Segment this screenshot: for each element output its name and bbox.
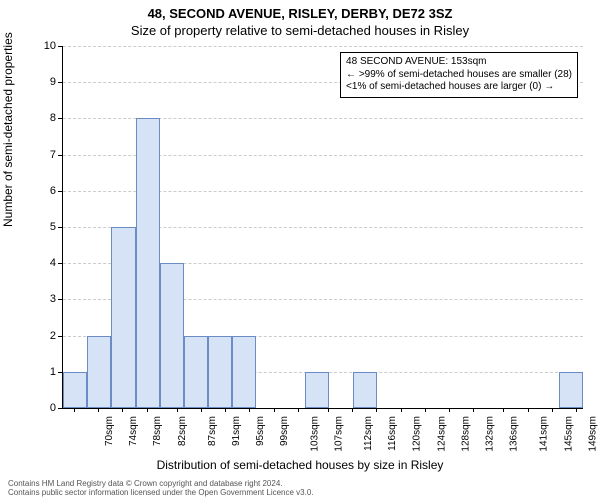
y-tick-label: 0: [36, 402, 56, 414]
y-tick-mark: [58, 299, 62, 300]
x-tick-mark: [74, 408, 75, 412]
gridline: [63, 46, 583, 47]
x-tick-label: 128sqm: [460, 416, 471, 452]
histogram-bar: [559, 372, 583, 408]
y-tick-label: 10: [36, 40, 56, 52]
y-tick-mark: [58, 408, 62, 409]
x-tick-mark: [552, 408, 553, 412]
x-tick-label: 78sqm: [152, 416, 163, 446]
x-tick-mark: [425, 408, 426, 412]
y-tick-label: 9: [36, 76, 56, 88]
x-tick-label: 141sqm: [539, 416, 550, 452]
y-tick-label: 8: [36, 112, 56, 124]
histogram-bar: [136, 118, 160, 408]
x-tick-label: 70sqm: [104, 416, 115, 446]
x-tick-label: 132sqm: [485, 416, 496, 452]
x-tick-mark: [177, 408, 178, 412]
x-tick-mark: [147, 408, 148, 412]
y-tick-mark: [58, 227, 62, 228]
x-tick-label: 145sqm: [563, 416, 574, 452]
y-tick-mark: [58, 155, 62, 156]
x-tick-mark: [249, 408, 250, 412]
x-tick-label: 103sqm: [309, 416, 320, 452]
histogram-bar: [305, 372, 329, 408]
x-tick-mark: [298, 408, 299, 412]
y-tick-label: 7: [36, 149, 56, 161]
x-tick-label: 149sqm: [587, 416, 598, 452]
x-axis-label: Distribution of semi-detached houses by …: [0, 458, 600, 472]
x-tick-label: 87sqm: [207, 416, 218, 446]
y-tick-mark: [58, 191, 62, 192]
footer-line-2: Contains public sector information licen…: [8, 489, 314, 498]
y-tick-mark: [58, 336, 62, 337]
footer-attribution: Contains HM Land Registry data © Crown c…: [8, 480, 314, 498]
x-tick-label: 91sqm: [231, 416, 242, 446]
chart-container: 48, SECOND AVENUE, RISLEY, DERBY, DE72 3…: [0, 0, 600, 500]
y-tick-mark: [58, 263, 62, 264]
x-tick-label: 107sqm: [333, 416, 344, 452]
legend-line-2: ← >99% of semi-detached houses are small…: [346, 69, 572, 82]
x-tick-mark: [401, 408, 402, 412]
x-tick-label: 74sqm: [128, 416, 139, 446]
plot-area: [62, 46, 583, 409]
histogram-bar: [111, 227, 135, 408]
x-tick-label: 120sqm: [412, 416, 423, 452]
y-tick-mark: [58, 118, 62, 119]
y-tick-label: 6: [36, 185, 56, 197]
x-tick-label: 116sqm: [387, 416, 398, 451]
x-tick-mark: [576, 408, 577, 412]
y-tick-label: 5: [36, 221, 56, 233]
y-tick-label: 3: [36, 293, 56, 305]
x-tick-label: 112sqm: [363, 416, 374, 451]
x-tick-mark: [376, 408, 377, 412]
histogram-bar: [160, 263, 184, 408]
chart-title-sub: Size of property relative to semi-detach…: [0, 23, 600, 38]
y-tick-label: 2: [36, 330, 56, 342]
x-tick-mark: [528, 408, 529, 412]
y-tick-label: 4: [36, 257, 56, 269]
x-tick-label: 82sqm: [177, 416, 188, 446]
histogram-bar: [232, 336, 256, 408]
chart-title-main: 48, SECOND AVENUE, RISLEY, DERBY, DE72 3…: [0, 6, 600, 21]
y-tick-label: 1: [36, 366, 56, 378]
histogram-bar: [353, 372, 377, 408]
y-axis-label: Number of semi-detached properties: [1, 32, 15, 227]
histogram-bar: [63, 372, 87, 408]
x-tick-mark: [449, 408, 450, 412]
legend-box: 48 SECOND AVENUE: 153sqm ← >99% of semi-…: [340, 52, 578, 98]
legend-line-3: <1% of semi-detached houses are larger (…: [346, 81, 572, 94]
x-tick-mark: [98, 408, 99, 412]
x-tick-mark: [122, 408, 123, 412]
y-tick-mark: [58, 372, 62, 373]
x-tick-mark: [328, 408, 329, 412]
x-tick-mark: [473, 408, 474, 412]
x-tick-label: 99sqm: [279, 416, 290, 446]
x-tick-label: 124sqm: [436, 416, 447, 452]
x-tick-label: 136sqm: [509, 416, 520, 452]
histogram-bar: [184, 336, 208, 408]
histogram-bar: [87, 336, 111, 408]
histogram-bar: [208, 336, 232, 408]
legend-line-1: 48 SECOND AVENUE: 153sqm: [346, 56, 572, 69]
x-tick-label: 95sqm: [255, 416, 266, 446]
x-tick-mark: [503, 408, 504, 412]
x-tick-mark: [352, 408, 353, 412]
y-tick-mark: [58, 46, 62, 47]
x-tick-mark: [201, 408, 202, 412]
y-tick-mark: [58, 82, 62, 83]
x-tick-mark: [225, 408, 226, 412]
x-tick-mark: [274, 408, 275, 412]
